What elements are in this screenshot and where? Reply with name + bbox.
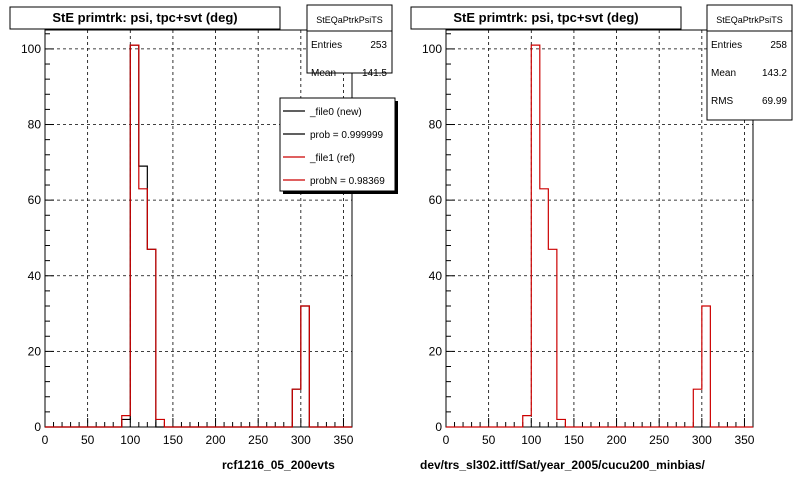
title-box <box>410 6 682 30</box>
stats-label: RMS <box>711 96 734 107</box>
stats-value: 141.5 <box>362 68 387 79</box>
stats-value: 258 <box>770 40 787 51</box>
x-tick-label: 50 <box>482 433 496 447</box>
x-tick-label: 250 <box>248 433 268 447</box>
stats-label: Mean <box>311 68 336 79</box>
y-tick-label: 20 <box>28 344 42 358</box>
legend-label: _file0 (new) <box>309 107 362 118</box>
histogram-panel-2: 0 50 100 150 200 250 300 350 0 20 40 60 80 100 StE pri… <box>410 4 793 447</box>
x-tick-label: 0 <box>443 433 450 447</box>
footer-label-right: dev/trs_sl302.ittf/Sat/year_2005/cucu200… <box>420 458 705 472</box>
x-tick-label: 150 <box>163 433 183 447</box>
x-tick-label: 300 <box>291 433 311 447</box>
stats-name: StEQaPtrkPsiTS <box>316 15 383 25</box>
histogram-series-1 <box>446 44 753 428</box>
legend-box <box>279 97 396 192</box>
x-tick-label: 200 <box>206 433 226 447</box>
x-tick-label: 100 <box>521 433 541 447</box>
y-tick-label: 40 <box>28 269 42 283</box>
x-tick-label: 100 <box>120 433 140 447</box>
y-tick-label: 60 <box>28 193 42 207</box>
stats-value: 253 <box>370 40 387 51</box>
y-tick-label: 80 <box>429 118 443 132</box>
x-tick-label: 150 <box>564 433 584 447</box>
title-box <box>9 6 281 30</box>
plot-frame <box>44 29 353 428</box>
y-tick-label: 100 <box>422 42 442 56</box>
y-tick-label: 80 <box>28 118 42 132</box>
footer-label-left: rcf1216_05_200evts <box>222 458 335 472</box>
legend-label: prob = 0.999999 <box>310 130 384 141</box>
x-tick-label: 0 <box>42 433 49 447</box>
y-tick-label: 20 <box>429 344 443 358</box>
histogram-panel-1: 0 50 100 150 200 250 300 350 0 20 40 60 80 100 StE pri… <box>9 4 398 447</box>
y-tick-label: 100 <box>21 42 41 56</box>
stats-box <box>706 4 793 121</box>
y-tick-label: 0 <box>34 420 41 434</box>
stats-value: 143.2 <box>762 68 787 79</box>
stats-label: Mean <box>711 68 736 79</box>
stats-value: 69.99 <box>762 96 787 107</box>
y-tick-label: 0 <box>435 420 442 434</box>
x-tick-label: 300 <box>692 433 712 447</box>
stats-label: Entries <box>311 40 342 51</box>
histogram-series-2 <box>45 44 352 428</box>
chart-title: StE primtrk: psi, tpc+svt (deg) <box>52 10 237 25</box>
x-tick-label: 50 <box>81 433 95 447</box>
y-tick-label: 40 <box>429 269 443 283</box>
y-tick-label: 60 <box>429 193 443 207</box>
stats-name: StEQaPtrkPsiTS <box>716 15 783 25</box>
stats-box <box>306 4 393 74</box>
legend-label: _file1 (ref) <box>309 153 355 164</box>
x-tick-label: 350 <box>333 433 353 447</box>
x-tick-label: 250 <box>649 433 669 447</box>
x-tick-label: 200 <box>607 433 627 447</box>
chart-title: StE primtrk: psi, tpc+svt (deg) <box>453 10 638 25</box>
legend-label: probN = 0.98369 <box>310 176 385 187</box>
x-tick-label: 350 <box>734 433 754 447</box>
stats-label: Entries <box>711 40 742 51</box>
